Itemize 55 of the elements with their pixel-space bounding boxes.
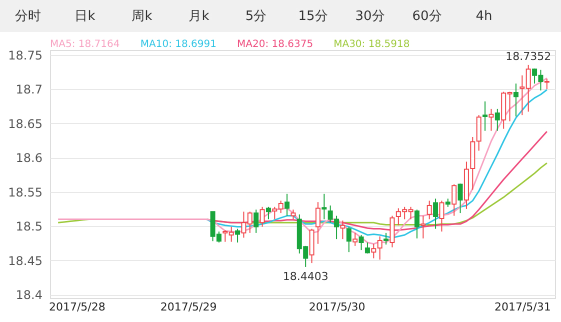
candlestick	[452, 184, 457, 216]
text: 月k	[188, 9, 210, 24]
candlestick	[352, 232, 358, 246]
text: MA5: 18.7164	[50, 39, 120, 50]
candlestick	[235, 228, 240, 244]
text: 60分	[412, 9, 442, 24]
annotation: 18.7352	[506, 50, 552, 63]
text: MA10: 18.6991	[140, 39, 216, 50]
text: 30分	[355, 9, 385, 24]
x-tick-label: 2017/5/28	[48, 300, 106, 314]
candlestick	[458, 183, 463, 214]
candlestick	[488, 108, 494, 132]
candlestick	[322, 193, 327, 220]
text: MA30: 18.5918	[334, 39, 410, 50]
x-tick-label: 2017/5/31	[494, 300, 551, 314]
x-tick-label: 2017/5/30	[308, 300, 366, 314]
x-tick-label: 2017/5/29	[160, 300, 217, 314]
y-tick-label: 18.65	[8, 116, 42, 131]
y-tick-label: 18.7	[16, 82, 42, 97]
text: 周k	[132, 9, 153, 24]
candlestick	[433, 198, 438, 230]
text: 分时	[15, 9, 41, 24]
candlestick	[494, 108, 500, 132]
candlestick	[290, 209, 296, 220]
annotation: 18.4403	[282, 270, 328, 283]
candlestick	[420, 215, 426, 239]
candlestick	[384, 232, 389, 246]
candlestick	[260, 206, 265, 228]
text: 4h	[476, 9, 492, 24]
candlestick	[364, 242, 370, 254]
candlestick	[346, 226, 352, 253]
candlestick	[284, 193, 290, 216]
y-tick-label: 18.4	[16, 288, 42, 302]
candlestick	[254, 209, 259, 234]
candlestick	[482, 100, 488, 132]
candlestick	[426, 200, 432, 220]
text: 15分	[298, 9, 328, 24]
candlestick	[266, 206, 271, 220]
candlestick	[340, 220, 346, 240]
candlestick	[358, 234, 364, 251]
y-tick-label: 18.75	[8, 48, 42, 62]
candlestick	[439, 200, 444, 232]
candlestick	[476, 114, 482, 152]
text: 5分	[245, 9, 267, 24]
candlestick	[414, 209, 420, 239]
text: MA20: 18.6375	[237, 39, 314, 50]
y-tick-label: 18.5	[16, 220, 42, 234]
y-tick-label: 18.45	[8, 254, 42, 268]
candlestick	[315, 202, 320, 244]
candlestick	[544, 78, 550, 90]
text: 日k	[74, 9, 96, 24]
y-tick-label: 18.55	[8, 185, 42, 200]
candlestick	[513, 83, 518, 117]
line-series	[206, 88, 548, 238]
y-tick-label: 18.6	[16, 151, 42, 166]
